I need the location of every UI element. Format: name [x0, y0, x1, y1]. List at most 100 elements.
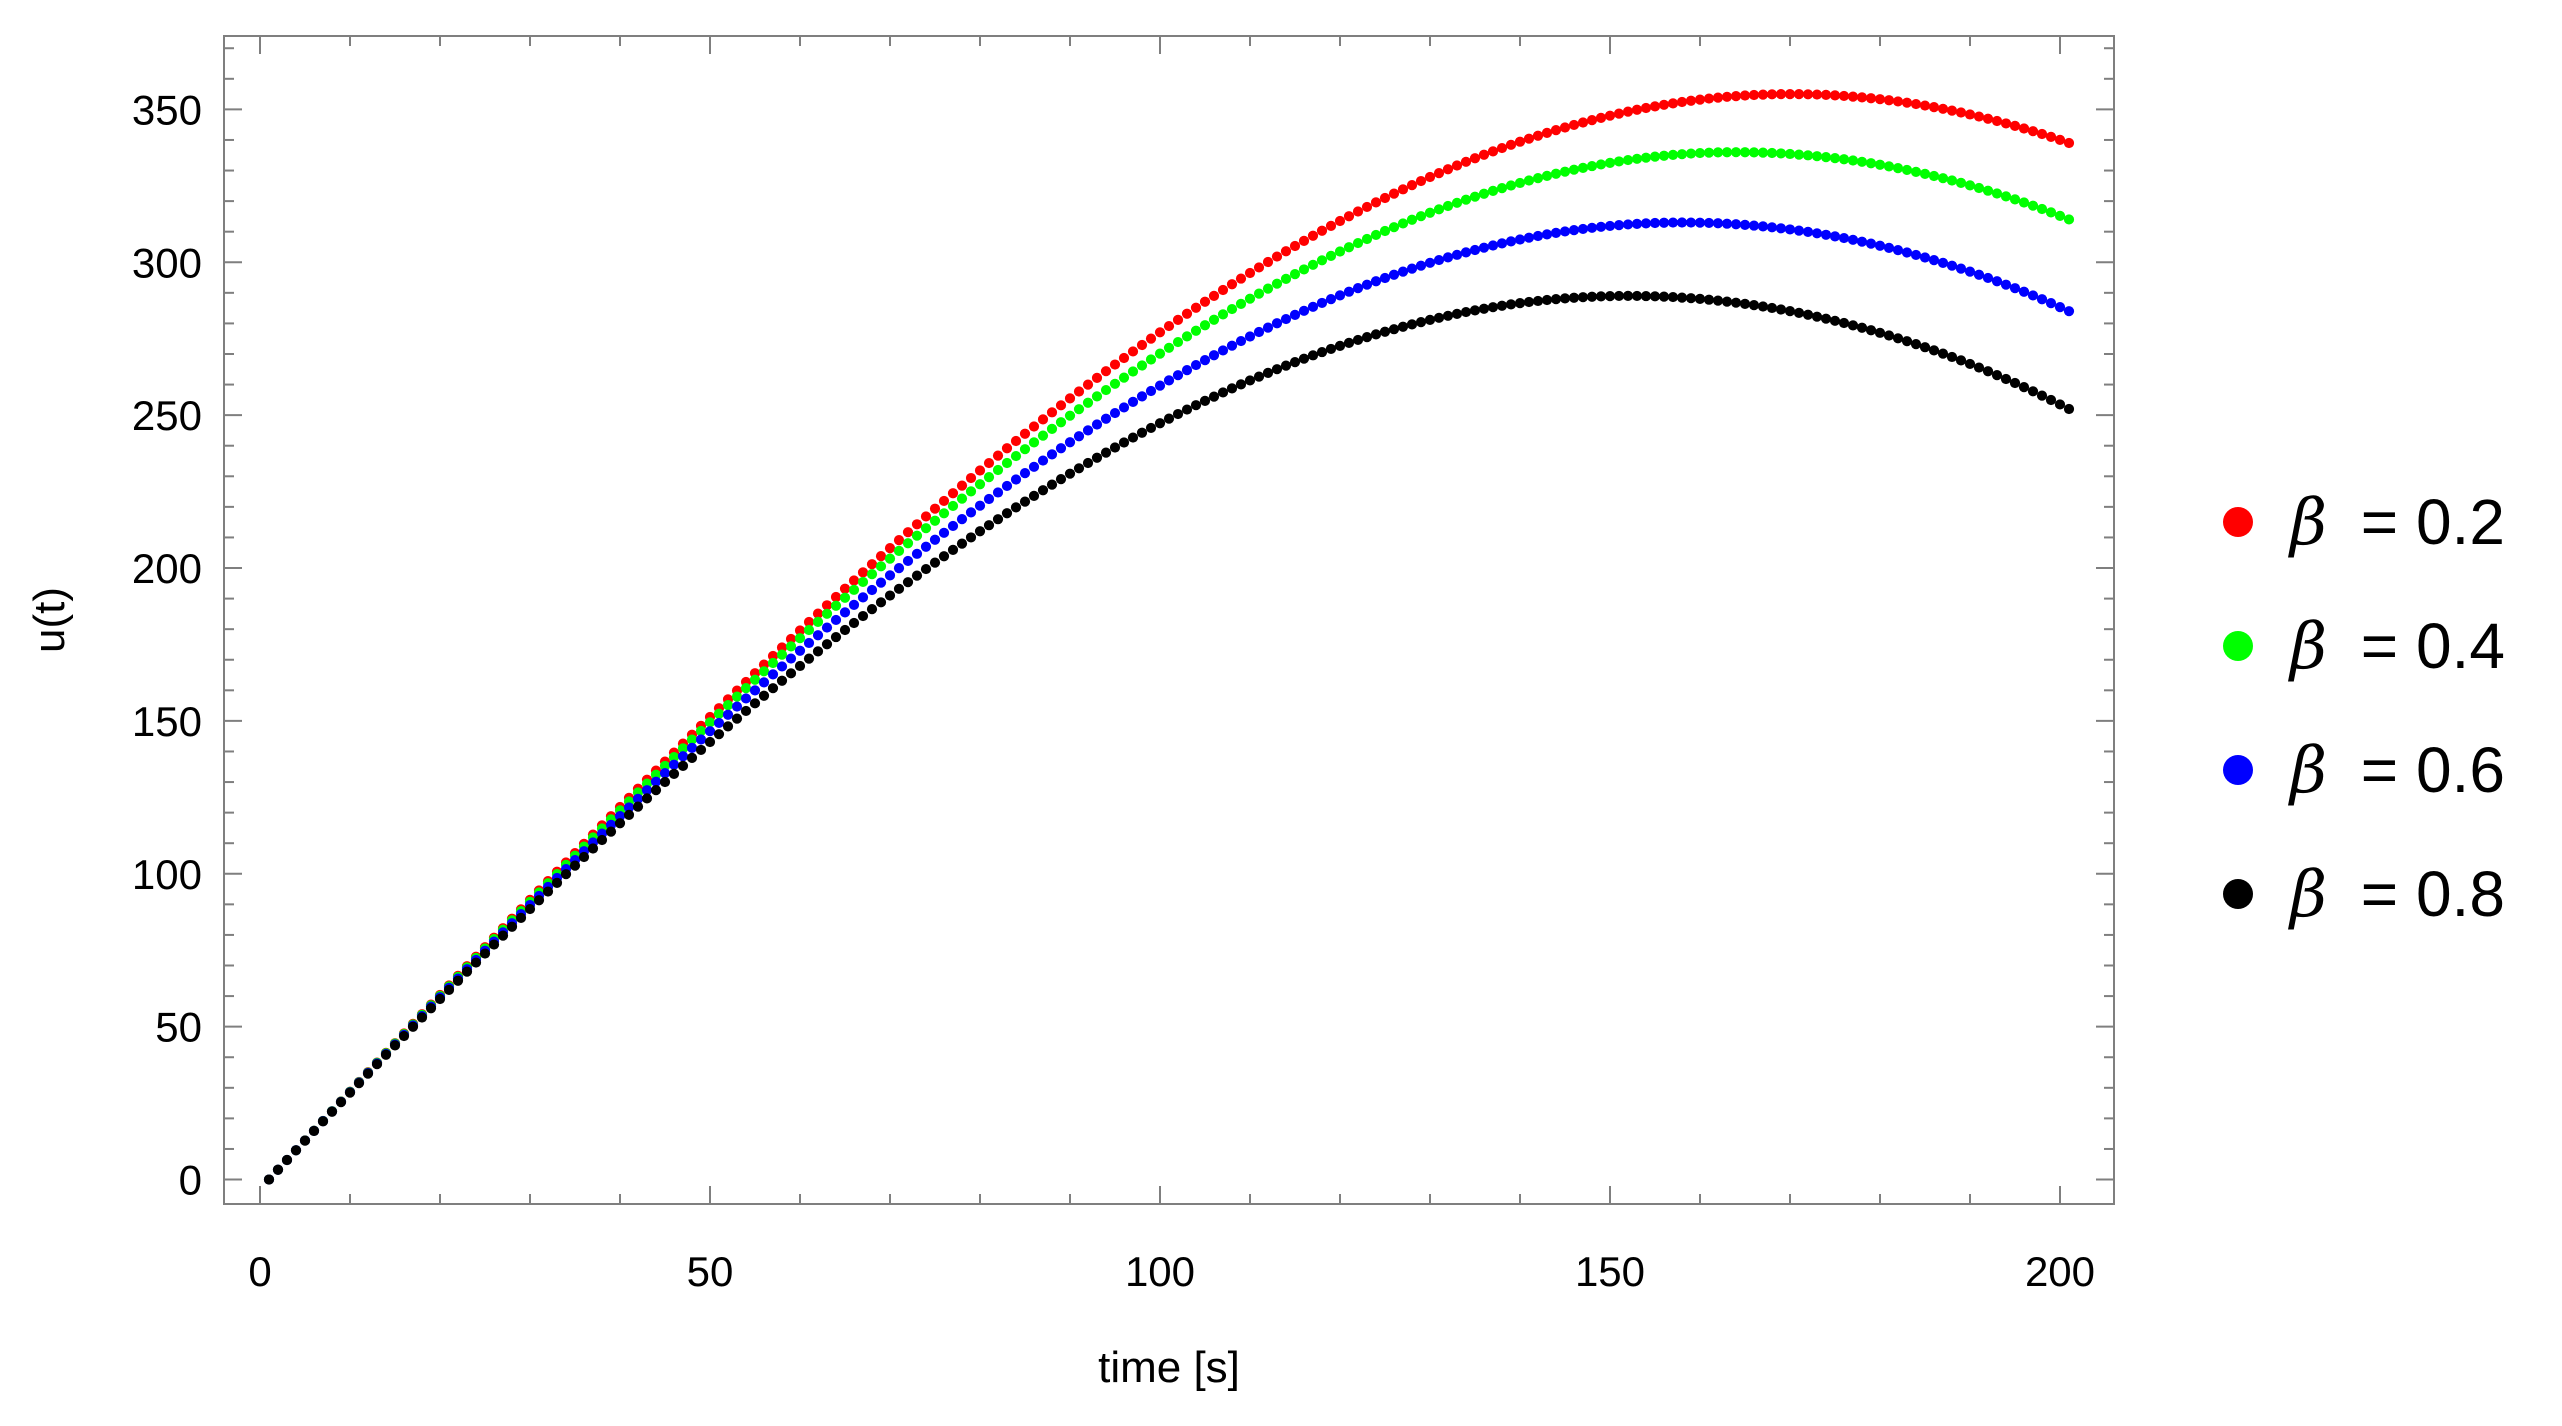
series-2-point-167 [1757, 147, 1769, 158]
series-4-point-20 [434, 993, 446, 1005]
series-2-point-186 [1928, 170, 1940, 182]
series-3-point-105 [1199, 355, 1211, 366]
series-4-point-81 [983, 520, 995, 531]
series-3-point-167 [1757, 221, 1769, 232]
series-3-point-163 [1721, 218, 1733, 229]
series-1-point-124 [1370, 197, 1382, 208]
series-3-point-142 [1532, 230, 1544, 242]
series-4-point-129 [1415, 316, 1427, 328]
series-2-point-74 [920, 523, 932, 534]
series-3-point-122 [1352, 283, 1364, 294]
series-3-point-52 [722, 709, 734, 720]
series-3-point-54 [740, 693, 752, 704]
series-1-point-66 [848, 575, 860, 586]
series-1-point-76 [938, 495, 950, 507]
series-2-point-99 [1145, 354, 1157, 365]
series-4-point-35 [569, 860, 581, 871]
series-4-point-67 [857, 610, 869, 622]
series-4-point-128 [1406, 319, 1418, 330]
series-4-point-104 [1190, 400, 1202, 411]
series-1-point-81 [983, 457, 995, 469]
series-4-point-160 [1694, 293, 1706, 305]
y-axis-tick-labels: 0 50 100 150 200 250 300 350 [132, 86, 202, 1203]
series-1-point-72 [902, 527, 914, 538]
series-3-point-195 [2009, 283, 2021, 294]
x-tick-label-0: 0 [248, 1248, 271, 1295]
series-1-point-155 [1649, 101, 1661, 112]
series-3-point-116 [1298, 305, 1310, 316]
series-4-point-133 [1451, 308, 1463, 319]
series-2-point-170 [1784, 148, 1796, 160]
series-2-point-136 [1478, 188, 1490, 199]
series-3-point-175 [1829, 231, 1841, 242]
legend-item-4: β = 0.8 [2223, 858, 2505, 932]
series-1-point-172 [1802, 89, 1814, 100]
series-1-point-75 [929, 503, 941, 514]
y-axis-title: u(t) [25, 587, 74, 653]
series-2-point-191 [1973, 182, 1985, 194]
series-1-point-122 [1352, 206, 1364, 217]
series-4-point-159 [1685, 293, 1697, 304]
series-4-point-83 [1001, 508, 1013, 519]
series-2-point-133 [1451, 197, 1463, 208]
series-1-point-105 [1199, 296, 1211, 307]
series-2-point-159 [1685, 148, 1697, 159]
series-2-point-95 [1109, 378, 1121, 389]
series-4-point-51 [713, 729, 725, 740]
series-3-point-81 [983, 493, 995, 505]
series-3-point-190 [1964, 266, 1976, 277]
series-4-point-15 [389, 1040, 401, 1051]
series-4-point-98 [1136, 427, 1148, 438]
series-2-point-84 [1010, 450, 1022, 462]
series-1-point-159 [1685, 95, 1697, 106]
series-2-point-69 [875, 561, 887, 572]
x-tick-label-150: 150 [1575, 1248, 1645, 1295]
series-3-point-59 [785, 653, 797, 664]
series-1-point-199 [2045, 131, 2057, 143]
series-2-point-83 [1001, 457, 1013, 469]
series-3-point-197 [2027, 290, 2039, 301]
series-3-point-129 [1415, 260, 1427, 271]
series-4-point-55 [749, 698, 761, 709]
series-4-point-38 [596, 834, 608, 846]
series-4-point-37 [587, 843, 599, 854]
series-4-point-119 [1325, 343, 1337, 355]
series-4-point-24 [470, 957, 482, 968]
series-2-point-156 [1658, 150, 1670, 161]
series-3-point-157 [1667, 217, 1679, 228]
series-4-point-17 [407, 1021, 419, 1032]
series-4-point-178 [1856, 322, 1868, 333]
series-4-point-118 [1316, 346, 1328, 358]
series-1-point-167 [1757, 89, 1769, 100]
series-2-point-110 [1244, 293, 1256, 304]
series-3-point-125 [1379, 272, 1391, 284]
series-3-point-115 [1289, 309, 1301, 320]
series-3-point-84 [1010, 474, 1022, 485]
series-2-point-114 [1280, 273, 1292, 284]
series-4-point-49 [695, 744, 707, 756]
series-2-point-146 [1568, 164, 1580, 175]
series-3-point-166 [1748, 220, 1760, 231]
series-1-point-100 [1154, 327, 1166, 338]
series-4-point-39 [605, 826, 617, 837]
series-4-point-168 [1766, 302, 1778, 314]
legend-item-2: β = 0.4 [2223, 610, 2505, 684]
series-4-point-52 [722, 721, 734, 732]
series-4-point-2 [272, 1164, 284, 1175]
series-4-point-121 [1343, 337, 1355, 348]
series-2-point-51 [713, 708, 725, 719]
series-3-point-178 [1856, 236, 1868, 247]
series-3-point-79 [965, 507, 977, 518]
series-3-point-103 [1181, 364, 1193, 376]
series-1-point-132 [1442, 164, 1454, 175]
series-2-point-157 [1667, 149, 1679, 160]
series-2-point-115 [1289, 268, 1301, 280]
series-4-point-93 [1091, 452, 1103, 463]
series-1-point-137 [1487, 146, 1499, 157]
series-3-point-182 [1892, 245, 1904, 256]
series-3-point-89 [1055, 443, 1067, 454]
series-2-point-137 [1487, 185, 1499, 197]
series-2-point-178 [1856, 156, 1868, 167]
series-1-point-131 [1433, 167, 1445, 179]
series-4-point-31 [533, 895, 545, 906]
